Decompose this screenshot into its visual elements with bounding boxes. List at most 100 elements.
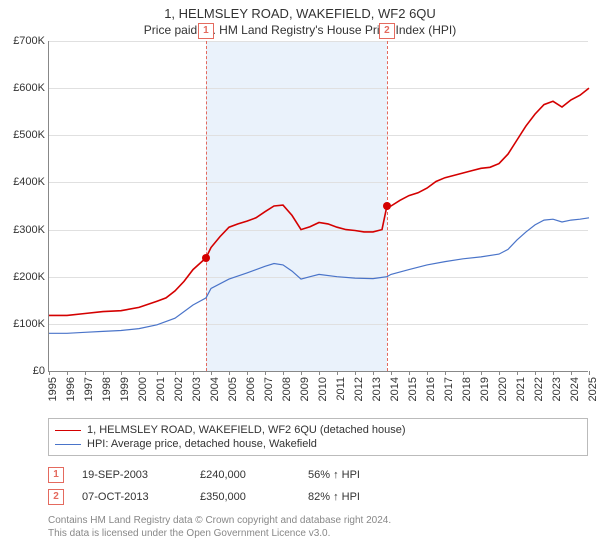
legend: 1, HELMSLEY ROAD, WAKEFIELD, WF2 6QU (de… (48, 418, 588, 456)
x-tick-label: 2025 (587, 377, 599, 401)
x-tick-label: 2007 (263, 377, 275, 401)
x-tick (553, 371, 554, 375)
y-tick-label: £600K (13, 82, 49, 94)
x-tick-label: 2008 (281, 377, 293, 401)
x-tick (445, 371, 446, 375)
x-tick-label: 2009 (299, 377, 311, 401)
series-svg (49, 41, 589, 371)
sale-marker-box: 2 (379, 23, 395, 39)
event-marker: 2 (48, 489, 64, 505)
x-tick (391, 371, 392, 375)
x-tick (499, 371, 500, 375)
x-tick (103, 371, 104, 375)
x-tick (193, 371, 194, 375)
x-tick-label: 2000 (137, 377, 149, 401)
x-tick-label: 2015 (407, 377, 419, 401)
event-price: £240,000 (200, 469, 290, 481)
series-hpi (49, 218, 589, 333)
x-tick (589, 371, 590, 375)
x-tick-label: 2001 (155, 377, 167, 401)
x-tick (211, 371, 212, 375)
x-tick (139, 371, 140, 375)
x-tick-label: 2002 (173, 377, 185, 401)
x-tick (373, 371, 374, 375)
event-hpi: 56% ↑ HPI (308, 469, 398, 481)
legend-swatch (55, 430, 81, 431)
x-tick (409, 371, 410, 375)
x-tick-label: 2022 (533, 377, 545, 401)
x-tick-label: 1995 (47, 377, 59, 401)
x-tick (247, 371, 248, 375)
x-tick (481, 371, 482, 375)
x-tick-label: 2014 (389, 377, 401, 401)
event-marker: 1 (48, 467, 64, 483)
x-tick (463, 371, 464, 375)
x-tick-label: 2003 (191, 377, 203, 401)
legend-label: 1, HELMSLEY ROAD, WAKEFIELD, WF2 6QU (de… (87, 424, 406, 436)
legend-label: HPI: Average price, detached house, Wake… (87, 438, 317, 450)
x-tick (121, 371, 122, 375)
x-tick-label: 1997 (83, 377, 95, 401)
x-tick (175, 371, 176, 375)
y-tick-label: £0 (33, 365, 49, 377)
x-tick (85, 371, 86, 375)
legend-swatch (55, 444, 81, 445)
x-tick-label: 1999 (119, 377, 131, 401)
x-tick-label: 2018 (461, 377, 473, 401)
x-tick (535, 371, 536, 375)
event-price: £350,000 (200, 491, 290, 503)
event-date: 19-SEP-2003 (82, 469, 182, 481)
x-tick-label: 2010 (317, 377, 329, 401)
x-tick-label: 2006 (245, 377, 257, 401)
sale-marker-box: 1 (198, 23, 214, 39)
x-tick (571, 371, 572, 375)
x-tick (337, 371, 338, 375)
x-tick-label: 2011 (335, 377, 347, 401)
legend-item: 1, HELMSLEY ROAD, WAKEFIELD, WF2 6QU (de… (55, 423, 581, 437)
chart-plot-area: £0£100K£200K£300K£400K£500K£600K£700K199… (48, 41, 588, 372)
chart-subtitle: Price paid vs. HM Land Registry's House … (0, 21, 600, 41)
y-tick-label: £200K (13, 271, 49, 283)
events-table: 1 19-SEP-2003 £240,000 56% ↑ HPI 2 07-OCT-201… (48, 464, 588, 508)
x-tick-label: 2024 (569, 377, 581, 401)
x-tick-label: 2016 (425, 377, 437, 401)
x-tick (67, 371, 68, 375)
x-tick (49, 371, 50, 375)
footer-line: Contains HM Land Registry data © Crown c… (48, 514, 588, 527)
x-tick-label: 2012 (353, 377, 365, 401)
footer-line: This data is licensed under the Open Gov… (48, 527, 588, 540)
y-tick-label: £100K (13, 318, 49, 330)
series-price_paid (49, 88, 589, 315)
y-tick-label: £300K (13, 224, 49, 236)
x-tick-label: 2004 (209, 377, 221, 401)
x-tick (283, 371, 284, 375)
x-tick (229, 371, 230, 375)
x-tick-label: 2020 (497, 377, 509, 401)
event-row: 1 19-SEP-2003 £240,000 56% ↑ HPI (48, 464, 588, 486)
x-tick-label: 1998 (101, 377, 113, 401)
sale-point (202, 254, 210, 262)
event-date: 07-OCT-2013 (82, 491, 182, 503)
legend-item: HPI: Average price, detached house, Wake… (55, 437, 581, 451)
x-tick-label: 2021 (515, 377, 527, 401)
x-tick (427, 371, 428, 375)
x-tick-label: 2005 (227, 377, 239, 401)
y-tick-label: £500K (13, 129, 49, 141)
y-tick-label: £400K (13, 176, 49, 188)
y-tick-label: £700K (13, 35, 49, 47)
x-tick (355, 371, 356, 375)
event-hpi: 82% ↑ HPI (308, 491, 398, 503)
event-row: 2 07-OCT-2013 £350,000 82% ↑ HPI (48, 486, 588, 508)
x-tick-label: 2019 (479, 377, 491, 401)
footer-attribution: Contains HM Land Registry data © Crown c… (48, 514, 588, 540)
x-tick (301, 371, 302, 375)
x-tick-label: 2023 (551, 377, 563, 401)
chart-title: 1, HELMSLEY ROAD, WAKEFIELD, WF2 6QU (0, 0, 600, 21)
sale-point (383, 202, 391, 210)
x-tick-label: 2017 (443, 377, 455, 401)
x-tick-label: 1996 (65, 377, 77, 401)
x-tick (265, 371, 266, 375)
x-tick-label: 2013 (371, 377, 383, 401)
x-tick (517, 371, 518, 375)
x-tick (157, 371, 158, 375)
